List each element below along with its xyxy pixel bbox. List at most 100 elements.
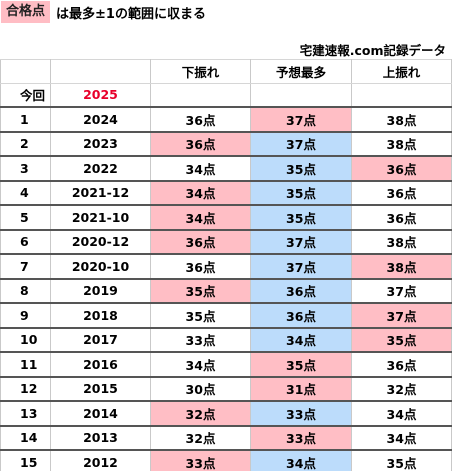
- table-row: 9 2018 35点 36点 37点: [0, 302, 452, 329]
- row-year: 2015: [50, 376, 151, 402]
- row-mid-score: 34点: [250, 449, 352, 471]
- score-table: 下振れ 予想最多 上振れ 今回 2025 1 2024 36点 37点 38点 2 2023…: [0, 59, 452, 471]
- table-row: 4 2021-12 34点 35点 36点: [0, 180, 452, 206]
- current-year: 2025: [50, 82, 151, 108]
- current-low: [150, 82, 251, 108]
- row-index: 14: [0, 425, 51, 451]
- row-index: 9: [0, 302, 51, 329]
- header-cell-year: [50, 59, 151, 84]
- row-mid-score: 37点: [250, 131, 352, 157]
- row-year: 2017: [50, 327, 151, 353]
- row-low-score: 36点: [150, 106, 251, 133]
- row-index: 4: [0, 180, 51, 206]
- row-year: 2022: [50, 155, 151, 182]
- row-high-score: 32点: [351, 376, 452, 402]
- row-year: 2020-10: [50, 253, 151, 280]
- row-low-score: 32点: [150, 400, 251, 427]
- current-high: [351, 82, 452, 108]
- row-index: 6: [0, 229, 51, 255]
- row-low-score: 35点: [150, 278, 251, 304]
- row-year: 2024: [50, 106, 151, 133]
- table-row: 14 2013 32点 33点 34点: [0, 425, 452, 451]
- row-low-score: 34点: [150, 204, 251, 231]
- legend-swatch: 合格点: [1, 1, 51, 23]
- row-high-score: 36点: [351, 180, 452, 206]
- row-high-score: 35点: [351, 449, 452, 471]
- legend: 合格点 は最多±1の範囲に収まる: [0, 0, 206, 24]
- row-low-score: 33点: [150, 327, 251, 353]
- row-low-score: 33点: [150, 449, 251, 471]
- table-row: 11 2016 34点 35点 36点: [0, 351, 452, 378]
- table-row: 13 2014 32点 33点 34点: [0, 400, 452, 427]
- header-cell-high: 上振れ: [351, 59, 452, 84]
- row-high-score: 38点: [351, 106, 452, 133]
- row-mid-score: 36点: [250, 302, 352, 329]
- row-index: 2: [0, 131, 51, 157]
- row-mid-score: 31点: [250, 376, 352, 402]
- row-low-score: 36点: [150, 229, 251, 255]
- table-row: 2 2023 36点 37点 38点: [0, 131, 452, 157]
- table-row: 3 2022 34点 35点 36点: [0, 155, 452, 182]
- row-index: 1: [0, 106, 51, 133]
- row-mid-score: 35点: [250, 180, 352, 206]
- table-row: 10 2017 33点 34点 35点: [0, 327, 452, 353]
- header-row: 下振れ 予想最多 上振れ: [0, 59, 452, 84]
- row-mid-score: 37点: [250, 106, 352, 133]
- row-year: 2018: [50, 302, 151, 329]
- row-low-score: 36点: [150, 253, 251, 280]
- row-low-score: 35点: [150, 302, 251, 329]
- row-year: 2023: [50, 131, 151, 157]
- header-cell-low: 下振れ: [150, 59, 251, 84]
- row-mid-score: 35点: [250, 351, 352, 378]
- row-year: 2021-12: [50, 180, 151, 206]
- row-low-score: 36点: [150, 131, 251, 157]
- row-low-score: 32点: [150, 425, 251, 451]
- table-row: 6 2020-12 36点 37点 38点: [0, 229, 452, 255]
- row-year: 2014: [50, 400, 151, 427]
- row-index: 15: [0, 449, 51, 471]
- current-label: 今回: [0, 82, 51, 108]
- table-row: 5 2021-10 34点 35点 36点: [0, 204, 452, 231]
- row-index: 7: [0, 253, 51, 280]
- row-low-score: 34点: [150, 351, 251, 378]
- row-mid-score: 35点: [250, 204, 352, 231]
- row-year: 2013: [50, 425, 151, 451]
- source-label: 宅建速報.com記録データ: [299, 43, 446, 58]
- row-index: 10: [0, 327, 51, 353]
- row-mid-score: 36点: [250, 278, 352, 304]
- header-cell-index: [0, 59, 51, 84]
- current-mid: [250, 82, 352, 108]
- row-high-score: 36点: [351, 204, 452, 231]
- table-row: 8 2019 35点 36点 37点: [0, 278, 452, 304]
- row-high-score: 38点: [351, 253, 452, 280]
- row-mid-score: 33点: [250, 425, 352, 451]
- row-mid-score: 37点: [250, 253, 352, 280]
- row-high-score: 36点: [351, 351, 452, 378]
- row-high-score: 37点: [351, 302, 452, 329]
- row-index: 11: [0, 351, 51, 378]
- row-index: 8: [0, 278, 51, 304]
- row-high-score: 37点: [351, 278, 452, 304]
- row-mid-score: 37点: [250, 229, 352, 255]
- row-index: 3: [0, 155, 51, 182]
- legend-description: は最多±1の範囲に収まる: [56, 6, 206, 22]
- table-row: 1 2024 36点 37点 38点: [0, 106, 452, 133]
- row-year: 2020-12: [50, 229, 151, 255]
- row-high-score: 34点: [351, 400, 452, 427]
- row-mid-score: 35点: [250, 155, 352, 182]
- row-mid-score: 33点: [250, 400, 352, 427]
- row-high-score: 34点: [351, 425, 452, 451]
- row-mid-score: 34点: [250, 327, 352, 353]
- row-year: 2012: [50, 449, 151, 471]
- row-index: 12: [0, 376, 51, 402]
- row-low-score: 30点: [150, 376, 251, 402]
- header-cell-mid: 予想最多: [250, 59, 352, 84]
- row-high-score: 36点: [351, 155, 452, 182]
- row-index: 13: [0, 400, 51, 427]
- current-row: 今回 2025: [0, 82, 452, 108]
- table-row: 7 2020-10 36点 37点 38点: [0, 253, 452, 280]
- row-year: 2016: [50, 351, 151, 378]
- row-low-score: 34点: [150, 180, 251, 206]
- row-index: 5: [0, 204, 51, 231]
